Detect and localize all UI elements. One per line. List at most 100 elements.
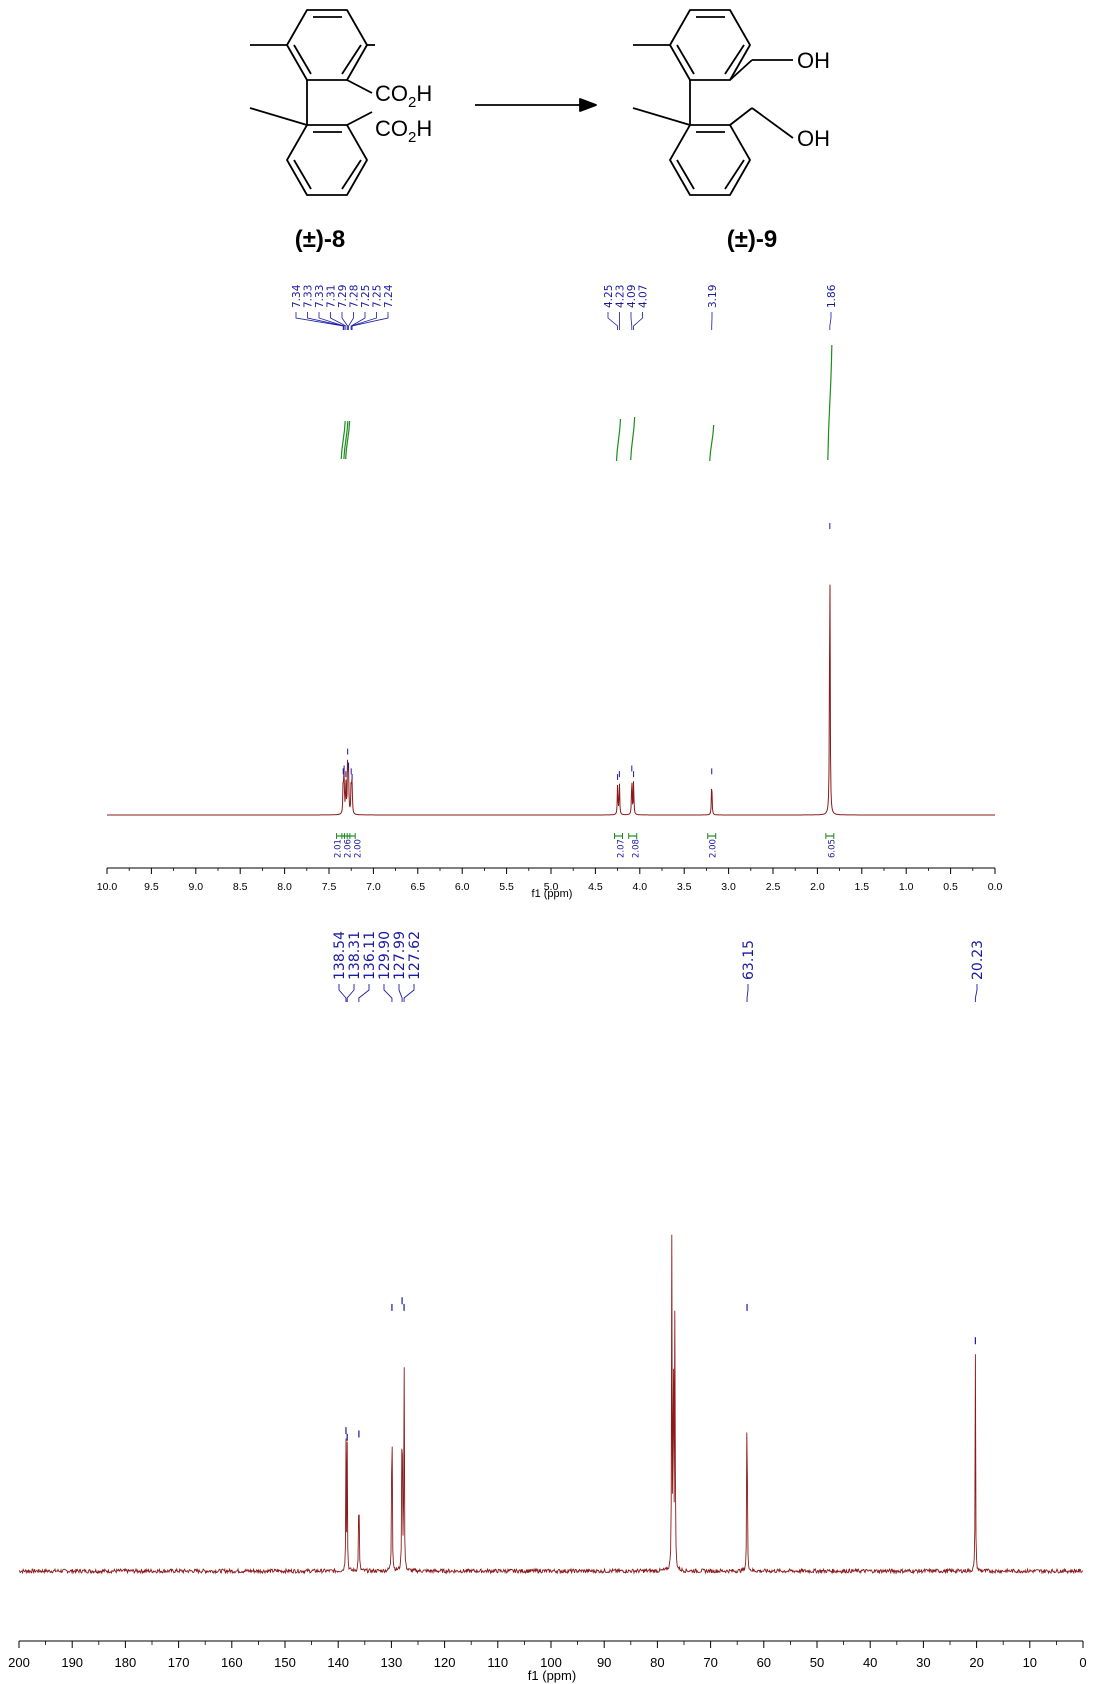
c13-axis-tick-label: 20 — [969, 1655, 983, 1670]
h1-integral-curve — [340, 420, 346, 460]
product-methyl-lower — [632, 107, 691, 126]
c13-axis-tick-label: 80 — [650, 1655, 664, 1670]
h1-peak-label: 1.86 — [826, 284, 838, 308]
h1-peak-label-leader — [633, 312, 643, 330]
reactant-molecule — [249, 9, 375, 196]
h1-axis-tick-label: 2.5 — [766, 881, 781, 893]
c13-axis-tick-label: 120 — [434, 1655, 456, 1670]
h1-integral-value: 2.07 — [617, 839, 627, 858]
h1-axis-tick-label: 4.0 — [632, 881, 647, 893]
c13-axis-tick-label: 150 — [274, 1655, 296, 1670]
reactant-methyl-lower — [249, 107, 308, 126]
h1-integral-curve — [827, 344, 833, 461]
c13-peak-label-leader — [358, 984, 370, 1002]
h1-peak-label: 7.28 — [349, 285, 361, 308]
h1-peak-label: 7.34 — [291, 284, 303, 308]
h1-integral-values: 2.01 2.06 2.00 2.07 2.08 2.00 6.05 — [334, 833, 838, 858]
h1-axis-tick-label: 6.5 — [410, 881, 425, 893]
c13-peak-label-leader — [346, 984, 355, 1002]
h1-integral-value: 2.01 — [334, 839, 344, 858]
h1-peak-label: 7.33 — [314, 285, 326, 308]
h1-spectrum-trace — [107, 584, 995, 816]
c13-axis-tick-label: 0 — [1079, 1655, 1086, 1670]
h1-peak-label-leader — [330, 312, 347, 330]
c13-peak-tick-marks — [345, 1297, 976, 1441]
h1-peak-label: 7.29 — [337, 285, 349, 308]
h1-integral-curve — [709, 424, 715, 462]
h1-axis-tick-label: 10.0 — [97, 881, 118, 893]
product-label: (±)-9 — [727, 226, 778, 253]
c13-peak-label-leader — [398, 984, 403, 1002]
c13-peak-label-leader — [383, 984, 393, 1002]
h1-peak-label: 4.09 — [626, 285, 638, 308]
h1-peak-label-leader — [607, 312, 618, 330]
c13-peak-label: 129.90 — [377, 931, 393, 980]
h1-integral-curves — [340, 344, 833, 462]
h1-x-axis-label: f1 (ppm) — [532, 888, 573, 900]
product-molecule — [632, 9, 794, 196]
h1-peak-label: 4.25 — [603, 285, 615, 308]
c13-axis-tick-label: 70 — [703, 1655, 717, 1670]
h1-axis-tick-label: 0.5 — [943, 881, 958, 893]
h1-axis-tick-label: 5.0 — [544, 881, 559, 893]
c13-x-axis-label: f1 (ppm) — [528, 1668, 576, 1683]
reactant-acid-lower: CO2H — [375, 116, 432, 146]
h1-peak-label-leader — [295, 312, 344, 330]
h1-axis-tick-label: 3.0 — [721, 881, 736, 893]
c13-axis-tick-label: 130 — [381, 1655, 403, 1670]
h1-peak-label-leader — [348, 312, 354, 330]
h1-axis-tick-label: 6.0 — [455, 881, 470, 893]
c13-axis-tick-label: 160 — [221, 1655, 243, 1670]
h1-peak-label: 7.24 — [383, 284, 395, 308]
h1-nmr-spectrum: 7.34 7.33 7.33 7.31 7.29 7.28 7.25 7.25 7.24 4.25… — [97, 284, 1003, 900]
h1-peak-label-leader — [829, 312, 832, 330]
c13-axis-tick-label: 30 — [916, 1655, 930, 1670]
c13-peak-label-leader — [403, 984, 415, 1002]
product-ch2-upper — [729, 59, 753, 81]
c13-axis-tick-label: 90 — [597, 1655, 611, 1670]
c13-peak-label-leader — [974, 984, 978, 1002]
product-lower-ring — [669, 124, 751, 196]
h1-peak-label: 7.25 — [372, 285, 384, 308]
h1-integral-value: 2.08 — [632, 839, 642, 858]
h1-integral-value: 6.05 — [828, 839, 838, 858]
h1-x-axis: 10.0 9.5 9.0 8.5 8.0 7.5 7.0 6.5 6.0 5.5 5.0 4.5 4.0… — [97, 867, 1003, 893]
h1-axis-tick-label: 5.5 — [499, 881, 514, 893]
c13-peak-labels: 138.54 138.31 136.11 129.90 127.99 127.62 63.1… — [332, 931, 986, 1002]
h1-integral-value: 2.00 — [709, 839, 719, 858]
h1-integral-value: 2.00 — [354, 839, 364, 858]
reactant-acid-upper: CO2H — [375, 81, 432, 111]
h1-axis-tick-label: 9.0 — [188, 881, 203, 893]
h1-peak-label: 7.31 — [326, 285, 338, 308]
c13-axis-tick-label: 10 — [1023, 1655, 1037, 1670]
h1-axis-tick-label: 0.0 — [988, 881, 1003, 893]
reactant-upper-ring — [286, 9, 368, 81]
reactant-lower-ring — [286, 124, 368, 196]
h1-axis-tick-label: 4.5 — [588, 881, 603, 893]
reactant-acid-bond-lower — [346, 111, 373, 126]
h1-integral-curve — [615, 418, 622, 462]
h1-integral-curve — [343, 420, 349, 460]
h1-axis-tick-label: 7.0 — [366, 881, 381, 893]
c13-axis-tick-label: 140 — [327, 1655, 349, 1670]
h1-peak-label: 7.33 — [303, 285, 315, 308]
c13-peak-label: 127.99 — [392, 931, 408, 980]
product-ch2-lower — [729, 107, 753, 126]
c13-axis-tick-label: 190 — [61, 1655, 83, 1670]
h1-peak-label-leader — [351, 312, 389, 330]
h1-peak-label: 4.23 — [615, 285, 627, 308]
product-hydroxyl-upper: OH — [797, 48, 830, 73]
c13-spectrum-trace — [18, 1234, 1084, 1575]
reactant-acid-bond-upper — [346, 79, 373, 94]
h1-axis-tick-label: 8.5 — [233, 881, 248, 893]
h1-axis-tick-label: 1.0 — [899, 881, 914, 893]
c13-peak-label-leader — [746, 984, 749, 1002]
c13-peak-label: 138.54 — [332, 931, 348, 980]
c13-peak-label-leader — [338, 984, 347, 1002]
product-upper-ring — [669, 9, 751, 81]
h1-axis-tick-label: 7.5 — [322, 881, 337, 893]
h1-peak-label-leader — [350, 312, 377, 330]
h1-peak-label: 4.07 — [638, 285, 650, 308]
product-hydroxyl-lower: OH — [797, 126, 830, 151]
